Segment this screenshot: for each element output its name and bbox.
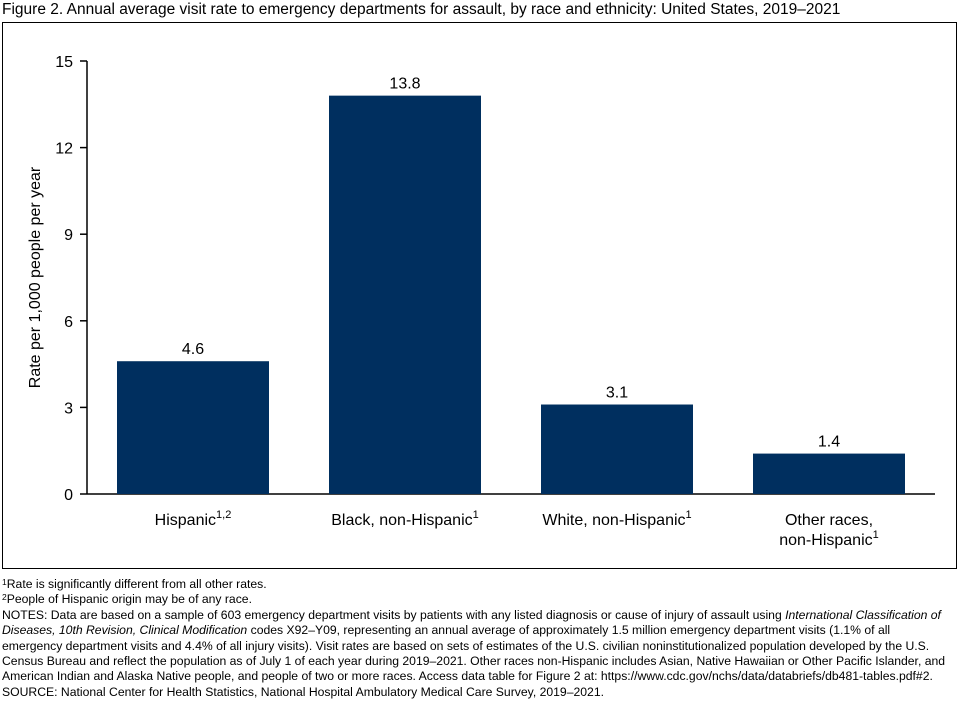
footnote-2: 2People of Hispanic origin may be of any… (2, 592, 952, 607)
category-label: Other races, (785, 512, 873, 529)
notes-italic: International Classification of Diseases… (2, 607, 941, 638)
y-tick-label: 9 (64, 227, 73, 244)
bar-value-label: 1.4 (818, 434, 840, 451)
footnote-2-text: People of Hispanic origin may be of any … (6, 592, 252, 607)
bar (541, 404, 693, 494)
y-tick-label: 0 (64, 487, 73, 504)
bar-value-label: 3.1 (606, 385, 628, 402)
bars (117, 95, 905, 494)
category-superscript: 1 (873, 529, 879, 541)
category-label: non-Hispanic1 (779, 529, 879, 549)
notes-section: 1Rate is significantly different from al… (2, 577, 952, 700)
y-tick-label: 15 (55, 54, 73, 71)
y-axis-label: Rate per 1,000 people per year (27, 166, 44, 388)
y-tick-label: 3 (64, 400, 73, 417)
category-superscript: 1 (473, 509, 479, 521)
chart-frame: 0 3 6 9 12 15 Rate per 1,000 people per year 4… (2, 22, 957, 569)
figure-title: Figure 2. Annual average visit rate to e… (2, 1, 841, 18)
bar-value-label: 4.6 (182, 341, 204, 358)
bar-value-label: 13.8 (389, 76, 420, 93)
bar (117, 361, 269, 494)
bar-chart: 0 3 6 9 12 15 Rate per 1,000 people per year 4… (27, 54, 935, 549)
bar (753, 453, 905, 494)
footnote-2-mark: 2 (2, 592, 7, 603)
notes-paragraph: NOTES: Data are based on a sample of 603… (2, 608, 952, 685)
category-label: Hispanic1,2 (155, 509, 232, 529)
y-tick-label: 6 (64, 314, 73, 331)
y-tick-label: 12 (55, 141, 73, 158)
bar (329, 95, 481, 494)
footnote-1: 1Rate is significantly different from al… (2, 577, 952, 592)
category-superscript: 1,2 (216, 509, 231, 521)
category-label: Black, non-Hispanic1 (331, 509, 479, 529)
notes-suffix: codes X92–Y09, representing an annual av… (2, 623, 946, 684)
footnote-1-mark: 1 (2, 577, 7, 587)
labels: 4.6 Hispanic1,2 13.8 Black, non-Hispanic1 3.… (155, 76, 879, 549)
category-label: White, non-Hispanic1 (542, 509, 691, 529)
notes-prefix: NOTES: Data are based on a sample of 603… (2, 607, 786, 622)
category-superscript: 1 (686, 509, 692, 521)
source-line: SOURCE: National Center for Health Stati… (2, 684, 604, 699)
footnote-1-text: Rate is significantly different from all… (6, 577, 267, 591)
